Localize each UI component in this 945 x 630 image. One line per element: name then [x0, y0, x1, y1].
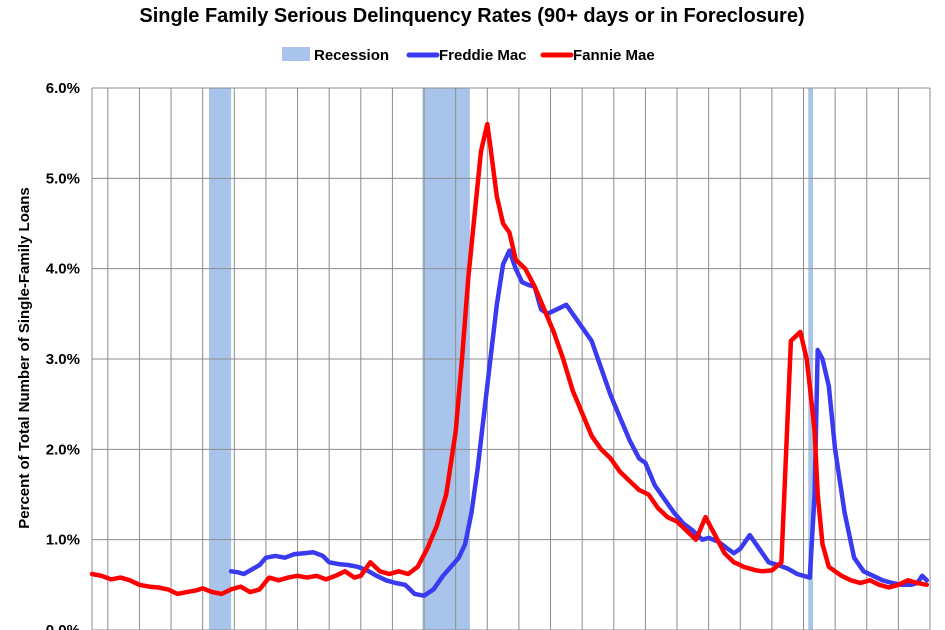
series-line-fannie-mae [89, 121, 930, 597]
y-axis-label: Percent of Total Number of Single-Family… [16, 187, 33, 528]
legend-swatch-recession [282, 47, 310, 61]
plot-area: 0.0% 1.0% 2.0% 3.0% 4.0% 5.0% 6.0% [46, 80, 931, 630]
y-tick-label-6: 6.0% [46, 80, 80, 97]
y-tick-label-0: 0.0% [46, 622, 80, 630]
y-tick-label-5: 5.0% [46, 170, 80, 187]
legend-label-fannie: Fannie Mae [573, 47, 655, 64]
gridlines [91, 87, 931, 630]
y-tick-label-2: 2.0% [46, 441, 80, 458]
y-tick-labels: 0.0% 1.0% 2.0% 3.0% 4.0% 5.0% 6.0% [46, 80, 80, 630]
series-lines [89, 121, 930, 598]
legend-label-freddie: Freddie Mac [439, 47, 527, 64]
y-tick-label-1: 1.0% [46, 532, 80, 549]
y-tick-label-4: 4.0% [46, 261, 80, 278]
legend-label-recession: Recession [314, 47, 389, 64]
series-line-freddie-mac [228, 248, 930, 598]
chart-title: Single Family Serious Delinquency Rates … [139, 5, 804, 27]
legend: Recession Freddie Mac Fannie Mae [282, 47, 655, 64]
y-tick-label-3: 3.0% [46, 351, 80, 368]
